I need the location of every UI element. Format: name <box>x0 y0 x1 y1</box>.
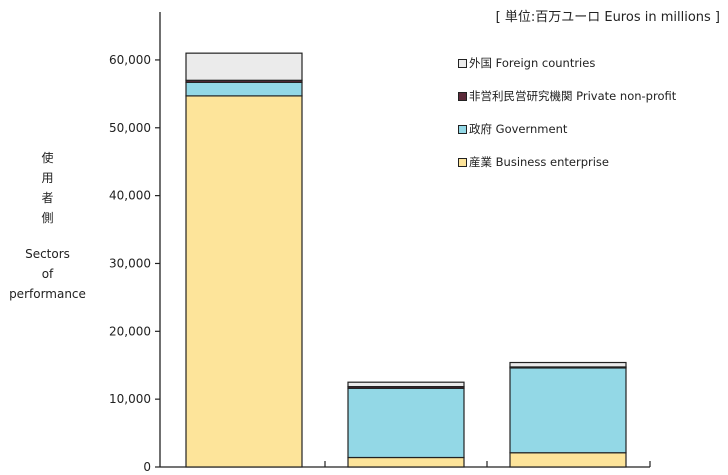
legend-swatch-business <box>458 157 467 167</box>
y-axis-label-jp-char: 者 <box>41 191 54 205</box>
unit-label: [ 単位:百万ユーロ Euros in millions ] <box>495 10 720 25</box>
legend-label-foreign: 外国 Foreign countries <box>469 56 596 70</box>
y-axis-label-en-line: Sectors <box>25 247 70 261</box>
y-tick-label: 30,000 <box>109 256 151 270</box>
y-axis-label-en: Sectors of performance <box>0 244 95 304</box>
y-tick-label: 0 <box>143 460 151 474</box>
y-tick-label: 60,000 <box>109 53 151 67</box>
bar-segment <box>347 456 465 468</box>
y-tick-label: 20,000 <box>109 324 151 338</box>
legend: 外国 Foreign countries 非営利民営研究機関 Private n… <box>458 54 676 186</box>
y-axis-label-en-line: performance <box>9 287 86 301</box>
legend-label-government: 政府 Government <box>469 122 568 136</box>
bar-segment <box>185 81 303 97</box>
bar-segment <box>185 95 303 468</box>
y-axis-label-jp-char: 使 <box>41 151 54 165</box>
y-axis-label-jp-char: 用 <box>41 171 54 185</box>
bar-segment <box>347 387 465 459</box>
bar-segment <box>509 361 627 368</box>
legend-label-private-non-profit: 非営利民営研究機関 Private non-profit <box>469 89 677 103</box>
bar-segment <box>509 367 627 454</box>
bar-segment <box>185 52 303 81</box>
y-tick-label: 50,000 <box>109 121 151 135</box>
y-axis-label-en-line: of <box>41 267 54 281</box>
legend-swatch-private-non-profit <box>458 91 467 101</box>
y-axis-label-jp: 使 用 者 側 <box>0 148 95 228</box>
legend-item-business: 産業 Business enterprise <box>458 153 676 171</box>
y-tick-label: 10,000 <box>109 392 151 406</box>
legend-item-private-non-profit: 非営利民営研究機関 Private non-profit <box>458 87 676 105</box>
legend-label-business: 産業 Business enterprise <box>469 155 609 169</box>
legend-item-government: 政府 Government <box>458 120 676 138</box>
legend-swatch-government <box>458 124 467 134</box>
legend-item-foreign: 外国 Foreign countries <box>458 54 676 72</box>
bar-segment <box>509 452 627 468</box>
y-axis-label-jp-char: 側 <box>41 211 54 225</box>
legend-swatch-foreign <box>458 58 467 68</box>
bar-segment <box>347 381 465 388</box>
y-tick-label: 40,000 <box>109 189 151 203</box>
y-axis-label: 使 用 者 側 Sectors of performance <box>0 148 95 304</box>
